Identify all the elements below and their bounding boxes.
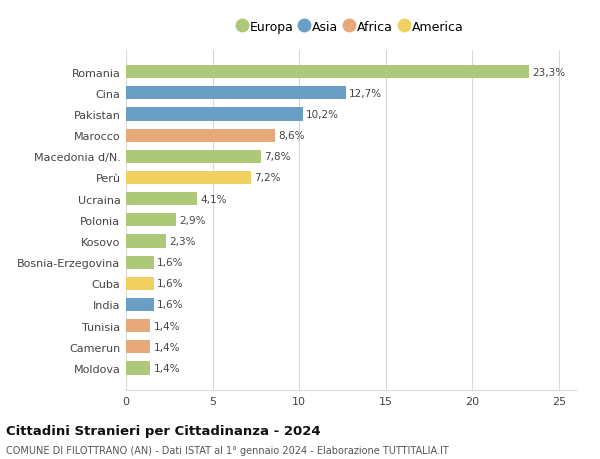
Text: 1,6%: 1,6% bbox=[157, 300, 184, 310]
Text: 1,6%: 1,6% bbox=[157, 279, 184, 289]
Bar bbox=[126, 129, 275, 142]
Text: 10,2%: 10,2% bbox=[306, 110, 339, 120]
Bar bbox=[126, 87, 346, 100]
Text: 4,1%: 4,1% bbox=[200, 194, 227, 204]
Bar bbox=[126, 277, 154, 290]
Bar bbox=[126, 108, 302, 121]
Bar bbox=[126, 66, 529, 79]
Bar bbox=[126, 256, 154, 269]
Text: 7,2%: 7,2% bbox=[254, 173, 281, 183]
Text: Cittadini Stranieri per Cittadinanza - 2024: Cittadini Stranieri per Cittadinanza - 2… bbox=[6, 425, 320, 437]
Legend: Europa, Asia, Africa, America: Europa, Asia, Africa, America bbox=[233, 16, 469, 39]
Text: 2,3%: 2,3% bbox=[169, 236, 196, 246]
Bar bbox=[126, 172, 251, 185]
Bar bbox=[126, 214, 176, 227]
Bar bbox=[126, 319, 150, 332]
Bar bbox=[126, 151, 261, 163]
Text: 7,8%: 7,8% bbox=[265, 152, 291, 162]
Bar bbox=[126, 362, 150, 375]
Bar bbox=[126, 298, 154, 311]
Text: 2,9%: 2,9% bbox=[179, 215, 206, 225]
Bar bbox=[126, 235, 166, 248]
Text: COMUNE DI FILOTTRANO (AN) - Dati ISTAT al 1° gennaio 2024 - Elaborazione TUTTITA: COMUNE DI FILOTTRANO (AN) - Dati ISTAT a… bbox=[6, 445, 449, 455]
Bar bbox=[126, 193, 197, 206]
Text: 12,7%: 12,7% bbox=[349, 89, 382, 99]
Text: 1,6%: 1,6% bbox=[157, 257, 184, 268]
Text: 8,6%: 8,6% bbox=[278, 131, 305, 141]
Text: 1,4%: 1,4% bbox=[154, 342, 180, 352]
Text: 1,4%: 1,4% bbox=[154, 321, 180, 331]
Bar bbox=[126, 341, 150, 353]
Text: 23,3%: 23,3% bbox=[533, 67, 566, 78]
Text: 1,4%: 1,4% bbox=[154, 363, 180, 373]
